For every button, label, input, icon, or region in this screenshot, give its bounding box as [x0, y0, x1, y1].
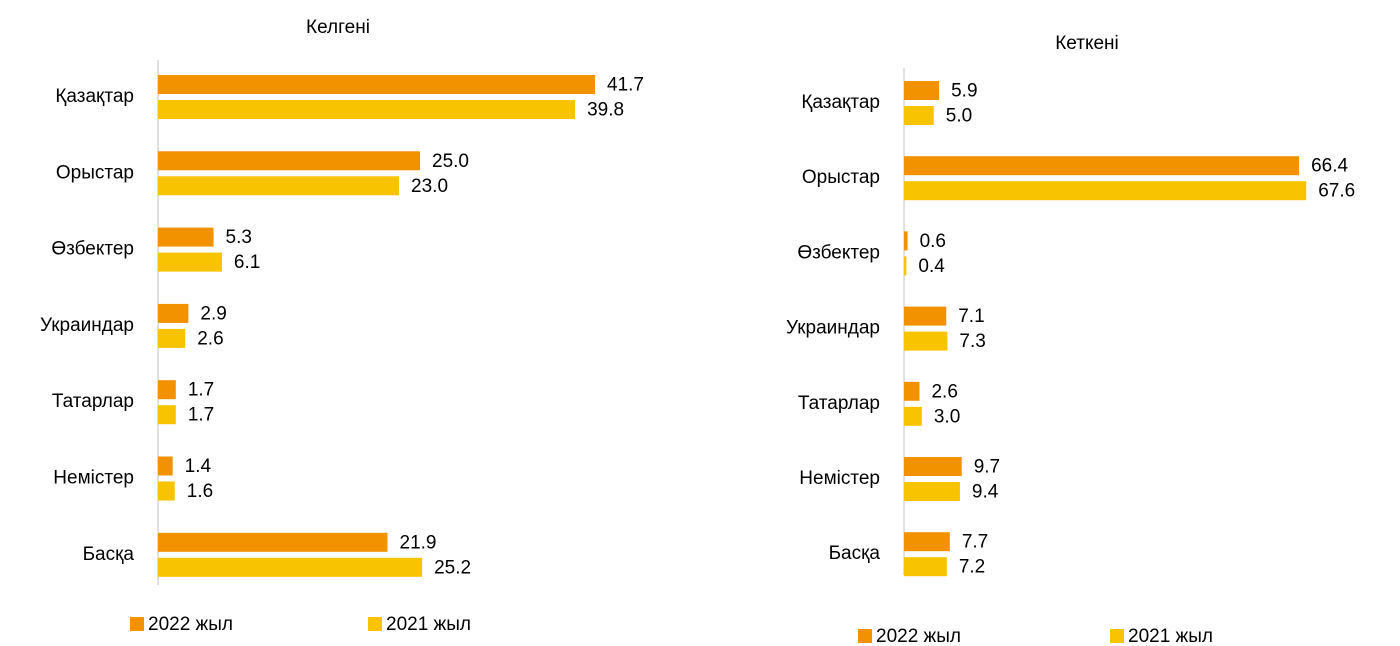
category-label: Татарлар	[52, 391, 134, 412]
bar	[158, 303, 189, 323]
bar	[904, 381, 920, 401]
value-label: 7.7	[962, 532, 988, 553]
bar	[904, 231, 908, 251]
category-label: Өзбектер	[51, 239, 134, 260]
value-label: 23.0	[411, 176, 448, 197]
bar	[158, 176, 400, 196]
value-label: 7.1	[958, 306, 984, 327]
bar	[904, 406, 922, 426]
value-label: 2.6	[931, 381, 957, 402]
chart-title: Келгені	[306, 17, 370, 38]
value-label: 7.3	[959, 331, 985, 352]
bar	[158, 252, 222, 272]
category-label: Қазақтар	[801, 92, 880, 113]
category-label: Украиндар	[786, 318, 880, 339]
category-label: Татарлар	[798, 393, 880, 414]
category-label: Украиндар	[40, 315, 134, 336]
value-label: 9.7	[974, 457, 1000, 478]
value-label: 5.9	[951, 81, 977, 102]
category-label: Басқа	[829, 543, 881, 564]
bar	[904, 106, 934, 125]
category-label: Орыстар	[56, 162, 134, 183]
bar	[904, 156, 1300, 176]
legend-label: 2022 жыл	[148, 614, 233, 635]
value-label: 25.0	[432, 151, 469, 172]
bar	[158, 532, 388, 552]
category-label: Немістер	[799, 468, 880, 489]
value-label: 0.4	[918, 256, 945, 277]
value-label: 25.2	[434, 557, 471, 578]
legend-swatch	[368, 617, 382, 631]
bar	[158, 227, 214, 247]
value-label: 21.9	[400, 532, 437, 553]
value-label: 67.6	[1318, 181, 1355, 202]
bar	[904, 457, 962, 476]
legend-swatch	[858, 629, 872, 643]
chart-title: Кеткені	[1055, 33, 1119, 54]
category-label: Орыстар	[802, 167, 880, 188]
bar	[904, 256, 907, 276]
value-label: 5.3	[226, 227, 252, 248]
value-label: 66.4	[1311, 156, 1348, 177]
bar	[904, 557, 947, 577]
value-label: 2.6	[197, 328, 223, 349]
value-label: 39.8	[587, 100, 624, 121]
bar	[158, 100, 576, 119]
legend-label: 2021 жыл	[1128, 626, 1213, 646]
value-label: 0.6	[920, 231, 946, 252]
bar	[158, 328, 186, 348]
category-label: Қазақтар	[55, 86, 134, 107]
bar	[158, 405, 176, 425]
bar	[158, 380, 176, 400]
legend-label: 2022 жыл	[876, 626, 961, 646]
value-label: 1.7	[188, 405, 214, 426]
value-label: 7.2	[959, 557, 985, 578]
value-label: 2.9	[200, 303, 226, 324]
bar	[158, 456, 173, 476]
value-label: 41.7	[607, 75, 644, 96]
value-label: 1.4	[185, 456, 212, 477]
bar	[904, 532, 950, 552]
bar	[158, 557, 423, 577]
bar	[904, 306, 947, 326]
value-label: 6.1	[234, 252, 260, 273]
category-label: Немістер	[53, 468, 134, 489]
value-label: 1.7	[188, 380, 214, 401]
bar	[158, 481, 175, 501]
value-label: 1.6	[187, 481, 213, 502]
bar	[904, 482, 960, 501]
value-label: 3.0	[934, 406, 960, 427]
bar	[158, 151, 420, 171]
legend-swatch	[1110, 629, 1124, 643]
bar	[158, 75, 596, 94]
value-label: 9.4	[972, 482, 999, 503]
bar	[904, 81, 940, 100]
legend-label: 2021 жыл	[386, 614, 471, 635]
value-label: 5.0	[946, 106, 972, 127]
legend-swatch	[130, 617, 144, 631]
category-label: Басқа	[83, 544, 135, 565]
category-label: Өзбектер	[797, 242, 880, 263]
bar	[904, 331, 948, 351]
bar	[904, 181, 1307, 201]
